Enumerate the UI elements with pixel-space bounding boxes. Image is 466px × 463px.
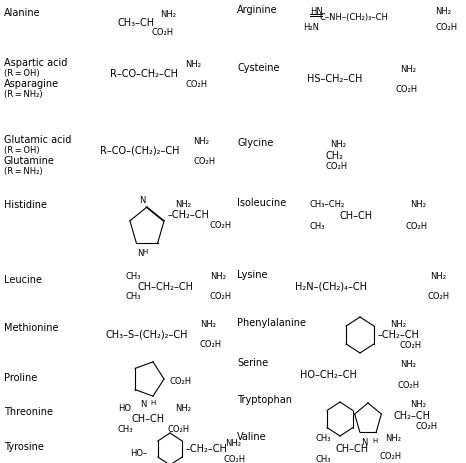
Text: CH₃: CH₃ <box>125 291 141 300</box>
Text: NH₂: NH₂ <box>200 319 216 328</box>
Text: CO₂H: CO₂H <box>398 380 420 389</box>
Text: N: N <box>361 437 367 446</box>
Text: CH–CH: CH–CH <box>340 211 373 220</box>
Text: CH–CH: CH–CH <box>131 413 164 423</box>
Text: N: N <box>140 399 146 408</box>
Text: Glutamine: Glutamine <box>4 156 55 166</box>
Text: C–NH–(CH₂)₃–CH: C–NH–(CH₂)₃–CH <box>320 13 389 22</box>
Text: CO₂H: CO₂H <box>405 221 427 231</box>
Text: Lysine: Lysine <box>237 269 267 279</box>
Text: Aspartic acid: Aspartic acid <box>4 58 68 68</box>
Text: CH₃: CH₃ <box>310 221 325 231</box>
Text: CO₂H: CO₂H <box>185 80 207 89</box>
Text: CH₃: CH₃ <box>315 433 330 442</box>
Text: Threonine: Threonine <box>4 406 53 416</box>
Text: H₂N–(CH₂)₄–CH: H₂N–(CH₂)₄–CH <box>295 282 367 291</box>
Text: NH₂: NH₂ <box>225 438 241 447</box>
Text: CO₂H: CO₂H <box>200 339 222 348</box>
Text: HO–CH₂–CH: HO–CH₂–CH <box>300 369 357 379</box>
Text: H: H <box>142 249 147 255</box>
Text: NH₂: NH₂ <box>410 399 426 408</box>
Text: Histidine: Histidine <box>4 200 47 210</box>
Text: Arginine: Arginine <box>237 5 278 15</box>
Text: Proline: Proline <box>4 372 37 382</box>
Text: NH₂: NH₂ <box>435 7 451 16</box>
Text: CH–CH₂–CH: CH–CH₂–CH <box>138 282 194 291</box>
Text: R–CO–CH₂–CH: R–CO–CH₂–CH <box>110 69 178 79</box>
Text: Serine: Serine <box>237 357 268 367</box>
Text: N: N <box>137 249 143 257</box>
Text: NH₂: NH₂ <box>193 137 209 146</box>
Text: H: H <box>150 399 155 405</box>
Text: –CH₂–CH: –CH₂–CH <box>186 443 228 453</box>
Text: Glycine: Glycine <box>237 138 274 148</box>
Text: Isoleucine: Isoleucine <box>237 198 286 207</box>
Text: CO₂H: CO₂H <box>415 421 437 430</box>
Text: Valine: Valine <box>237 431 267 441</box>
Text: NH₂: NH₂ <box>400 359 416 368</box>
Text: NH₂: NH₂ <box>390 319 406 328</box>
Text: CH₂: CH₂ <box>325 150 343 161</box>
Text: HO: HO <box>118 403 131 412</box>
Text: CO₂H: CO₂H <box>428 291 450 300</box>
Text: (R = NH₂): (R = NH₂) <box>4 167 42 175</box>
Text: NH₂: NH₂ <box>160 10 176 19</box>
Text: Cysteine: Cysteine <box>237 63 280 73</box>
Text: Tryptophan: Tryptophan <box>237 394 292 404</box>
Text: CO₂H: CO₂H <box>193 156 215 166</box>
Text: N: N <box>139 195 145 205</box>
Text: CO₂H: CO₂H <box>210 291 232 300</box>
Text: CH₃: CH₃ <box>118 424 133 433</box>
Text: Leucine: Leucine <box>4 275 42 284</box>
Text: CH₃–CH: CH₃–CH <box>117 18 154 28</box>
Text: CO₂H: CO₂H <box>396 85 418 94</box>
Text: NH₂: NH₂ <box>430 271 446 281</box>
Text: CO₂H: CO₂H <box>435 23 457 32</box>
Text: (R = OH): (R = OH) <box>4 69 40 78</box>
Text: Glutamic acid: Glutamic acid <box>4 135 71 144</box>
Text: CO₂H: CO₂H <box>380 451 402 460</box>
Text: CO₂H: CO₂H <box>223 454 245 463</box>
Text: CO₂H: CO₂H <box>168 424 190 433</box>
Text: Tyrosine: Tyrosine <box>4 441 44 451</box>
Text: R–CO–(CH₂)₂–CH: R–CO–(CH₂)₂–CH <box>100 146 179 156</box>
Text: –CH₂–CH: –CH₂–CH <box>378 329 420 339</box>
Text: NH₂: NH₂ <box>175 200 191 208</box>
Text: CO₂H: CO₂H <box>400 340 422 349</box>
Text: –CH₂–CH: –CH₂–CH <box>168 210 210 219</box>
Text: CH–CH: CH–CH <box>335 443 368 453</box>
Text: NH₂: NH₂ <box>385 433 401 442</box>
Text: Phenylalanine: Phenylalanine <box>237 317 306 327</box>
Text: CO₂H: CO₂H <box>325 162 347 171</box>
Text: H₂N: H₂N <box>303 23 319 32</box>
Text: NH₂: NH₂ <box>175 403 191 412</box>
Text: NH₂: NH₂ <box>400 65 416 74</box>
Text: NH₂: NH₂ <box>185 60 201 69</box>
Text: CH₃–S–(CH₂)₂–CH: CH₃–S–(CH₂)₂–CH <box>105 329 187 339</box>
Text: (R = OH): (R = OH) <box>4 146 40 155</box>
Text: HS–CH₂–CH: HS–CH₂–CH <box>307 74 363 84</box>
Text: NH₂: NH₂ <box>410 200 426 208</box>
Text: CO₂H: CO₂H <box>210 220 232 230</box>
Text: HO–: HO– <box>130 448 147 457</box>
Text: H: H <box>372 437 377 443</box>
Text: Methionine: Methionine <box>4 322 59 332</box>
Text: NH₂: NH₂ <box>210 271 226 281</box>
Text: Alanine: Alanine <box>4 8 41 18</box>
Text: CO₂H: CO₂H <box>152 28 174 37</box>
Text: CH₃: CH₃ <box>315 454 330 463</box>
Text: CH₃–CH₂: CH₃–CH₂ <box>310 200 345 208</box>
Text: NH₂: NH₂ <box>330 140 346 149</box>
Text: Asparagine: Asparagine <box>4 79 59 89</box>
Text: CH₃: CH₃ <box>125 271 141 281</box>
Text: HN: HN <box>310 7 323 16</box>
Text: CH₂–CH: CH₂–CH <box>393 410 430 420</box>
Text: (R = NH₂): (R = NH₂) <box>4 90 42 99</box>
Text: CO₂H: CO₂H <box>170 376 192 385</box>
